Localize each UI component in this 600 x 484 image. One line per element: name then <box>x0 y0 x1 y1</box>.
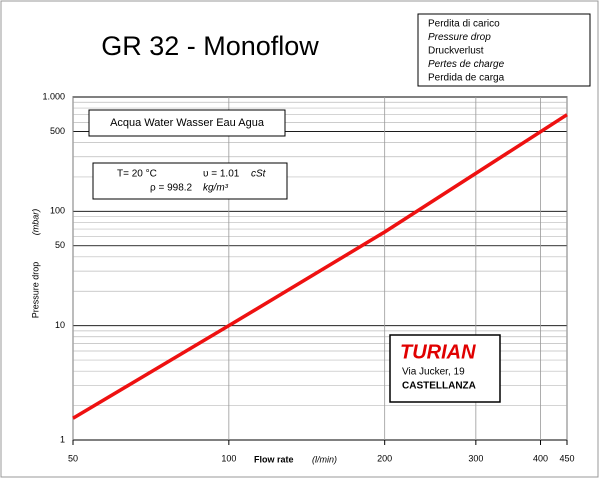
company-city: CASTELLANZA <box>402 381 476 392</box>
x-tick-label: 50 <box>68 453 78 463</box>
y-axis-unit: (mbar) <box>30 209 40 236</box>
language-label: Druckverlust <box>428 46 484 57</box>
fluid-text: Acqua Water Wasser Eau Agua <box>110 117 265 129</box>
x-tick-label: 200 <box>377 453 392 463</box>
company-box <box>389 334 501 403</box>
y-tick-label: 1 <box>60 434 65 444</box>
y-tick-label: 500 <box>50 126 65 136</box>
x-tick-label: 300 <box>468 453 483 463</box>
density-unit: kg/m³ <box>203 183 229 194</box>
language-label: Pertes de charge <box>428 59 505 70</box>
y-tick-label: 10 <box>55 320 65 330</box>
fluid-box <box>88 109 286 137</box>
viscosity: υ = 1.01 <box>203 169 240 180</box>
language-label: Perdita di carico <box>428 19 500 30</box>
temperature: T= 20 °C <box>117 169 157 180</box>
language-label: Pressure drop <box>428 32 491 43</box>
properties-box <box>92 162 288 200</box>
x-tick-label: 400 <box>533 453 548 463</box>
company-address: Via Jucker, 19 <box>402 367 465 378</box>
languages-box <box>417 13 591 87</box>
x-axis-label: Flow rate <box>254 454 294 464</box>
x-tick-label: 450 <box>559 453 574 463</box>
y-tick-label: 50 <box>55 240 65 250</box>
x-tick-label: 100 <box>221 453 236 463</box>
y-axis-label: Pressure drop <box>30 262 40 319</box>
chart-title: GR 32 - Monoflow <box>101 31 319 61</box>
data-line <box>72 113 568 420</box>
language-label: Perdida de carga <box>428 73 505 84</box>
y-tick-label: 100 <box>50 206 65 216</box>
x-axis-unit: (l/min) <box>312 454 337 464</box>
y-tick-label: 1.000 <box>42 91 65 101</box>
company-name: TURIAN <box>400 341 476 363</box>
viscosity-unit: cSt <box>251 169 267 180</box>
density: ρ = 998.2 <box>150 183 193 194</box>
